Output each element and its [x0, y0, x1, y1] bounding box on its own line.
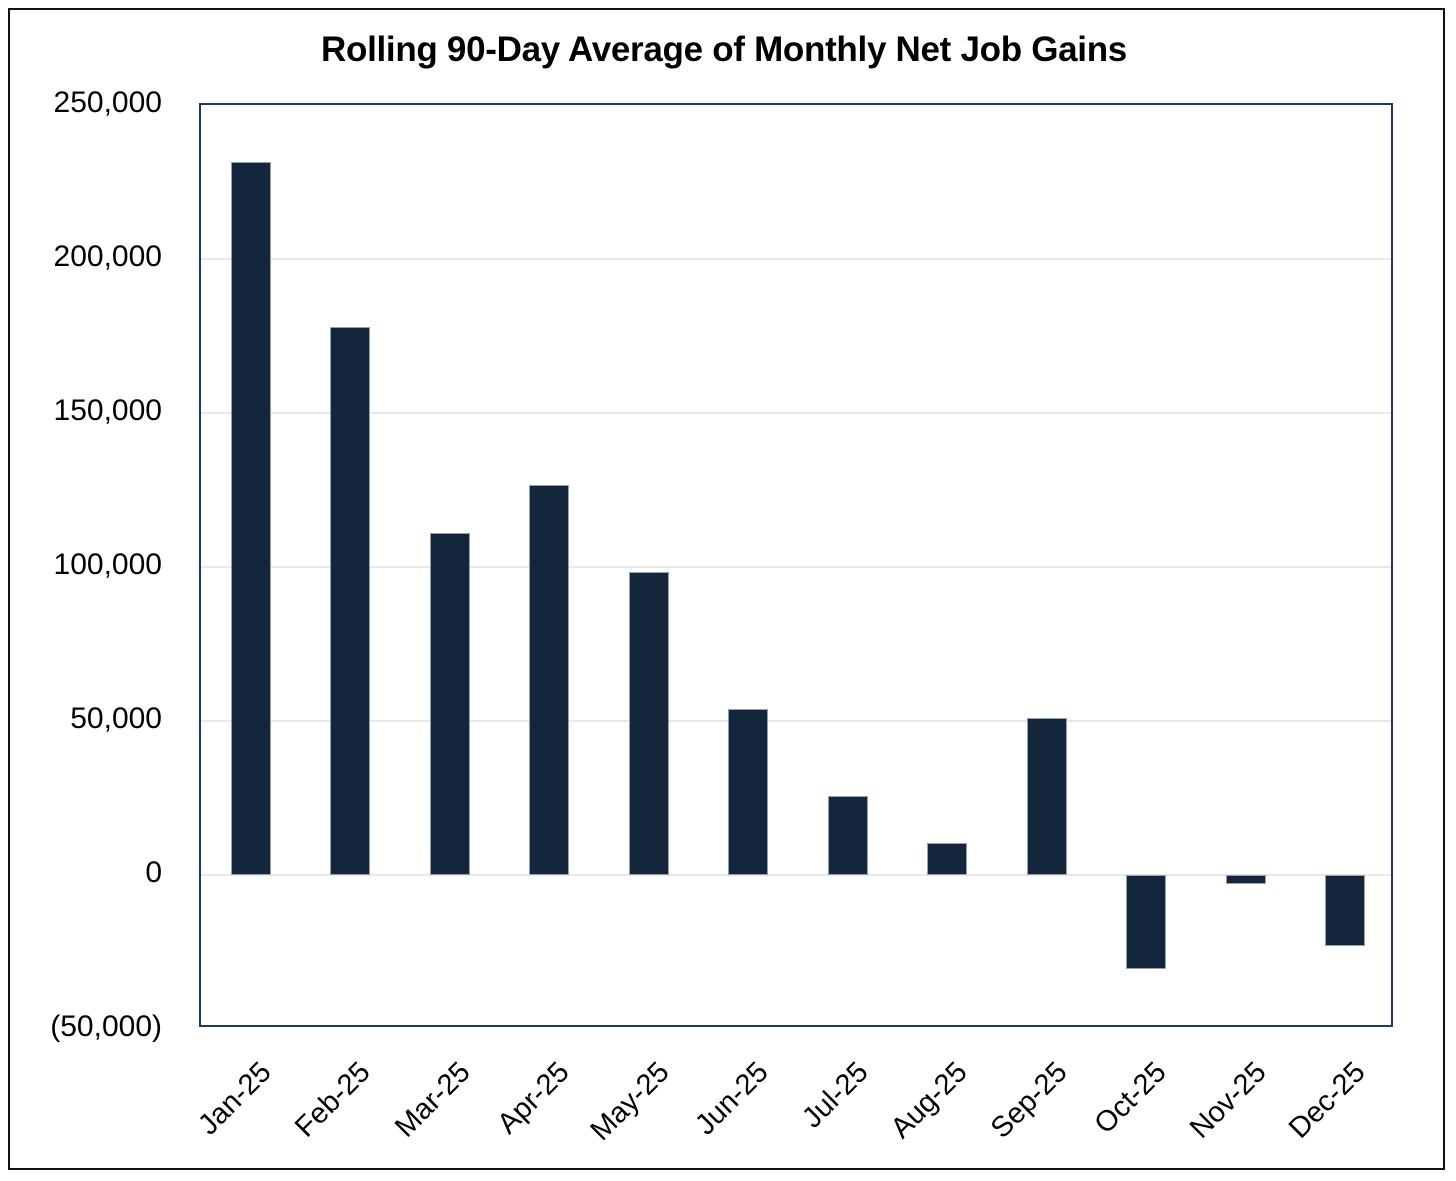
- bar-oct-25: [1126, 875, 1167, 969]
- bar-may-25: [628, 571, 669, 875]
- x-tick-label-dec-25: Dec-25: [1283, 1056, 1372, 1145]
- y-tick-label-100000: 100,000: [53, 548, 162, 581]
- bar-nov-25: [1225, 875, 1266, 885]
- chart-title: Rolling 90-Day Average of Monthly Net Jo…: [321, 30, 1127, 69]
- y-tick-label-0: 0: [145, 856, 162, 889]
- plot-area: [199, 103, 1393, 1027]
- x-tick-label-may-25: May-25: [584, 1056, 676, 1148]
- x-tick-label-jun-25: Jun-25: [689, 1056, 775, 1142]
- gridline-150000: [201, 412, 1391, 414]
- bar-mar-25: [429, 533, 470, 875]
- x-tick-label-oct-25: Oct-25: [1088, 1056, 1173, 1141]
- y-tick-label--50000: (50,000): [50, 1010, 162, 1043]
- x-tick-label-jul-25: Jul-25: [795, 1056, 875, 1135]
- bar-feb-25: [330, 326, 371, 875]
- bar-apr-25: [529, 485, 570, 875]
- x-tick-label-feb-25: Feb-25: [289, 1056, 377, 1144]
- bar-aug-25: [927, 842, 968, 875]
- x-tick-label-aug-25: Aug-25: [885, 1056, 974, 1145]
- bar-jun-25: [728, 708, 769, 875]
- bar-jul-25: [827, 796, 868, 875]
- x-tick-label-apr-25: Apr-25: [491, 1056, 576, 1141]
- x-tick-label-sep-25: Sep-25: [984, 1056, 1074, 1145]
- y-tick-label-250000: 250,000: [53, 86, 162, 119]
- y-tick-label-50000: 50,000: [70, 702, 162, 735]
- x-tick-label-mar-25: Mar-25: [388, 1056, 477, 1144]
- gridline-100000: [201, 566, 1391, 568]
- bar-jan-25: [230, 161, 271, 875]
- x-tick-label-nov-25: Nov-25: [1183, 1056, 1273, 1145]
- bar-sep-25: [1026, 717, 1067, 875]
- x-tick-label-jan-25: Jan-25: [192, 1056, 278, 1142]
- gridline-200000: [201, 258, 1391, 260]
- gridline-50000: [201, 720, 1391, 722]
- y-tick-label-200000: 200,000: [53, 240, 162, 273]
- y-tick-label-150000: 150,000: [53, 394, 162, 427]
- bar-dec-25: [1325, 875, 1366, 946]
- gridline-0: [201, 874, 1391, 876]
